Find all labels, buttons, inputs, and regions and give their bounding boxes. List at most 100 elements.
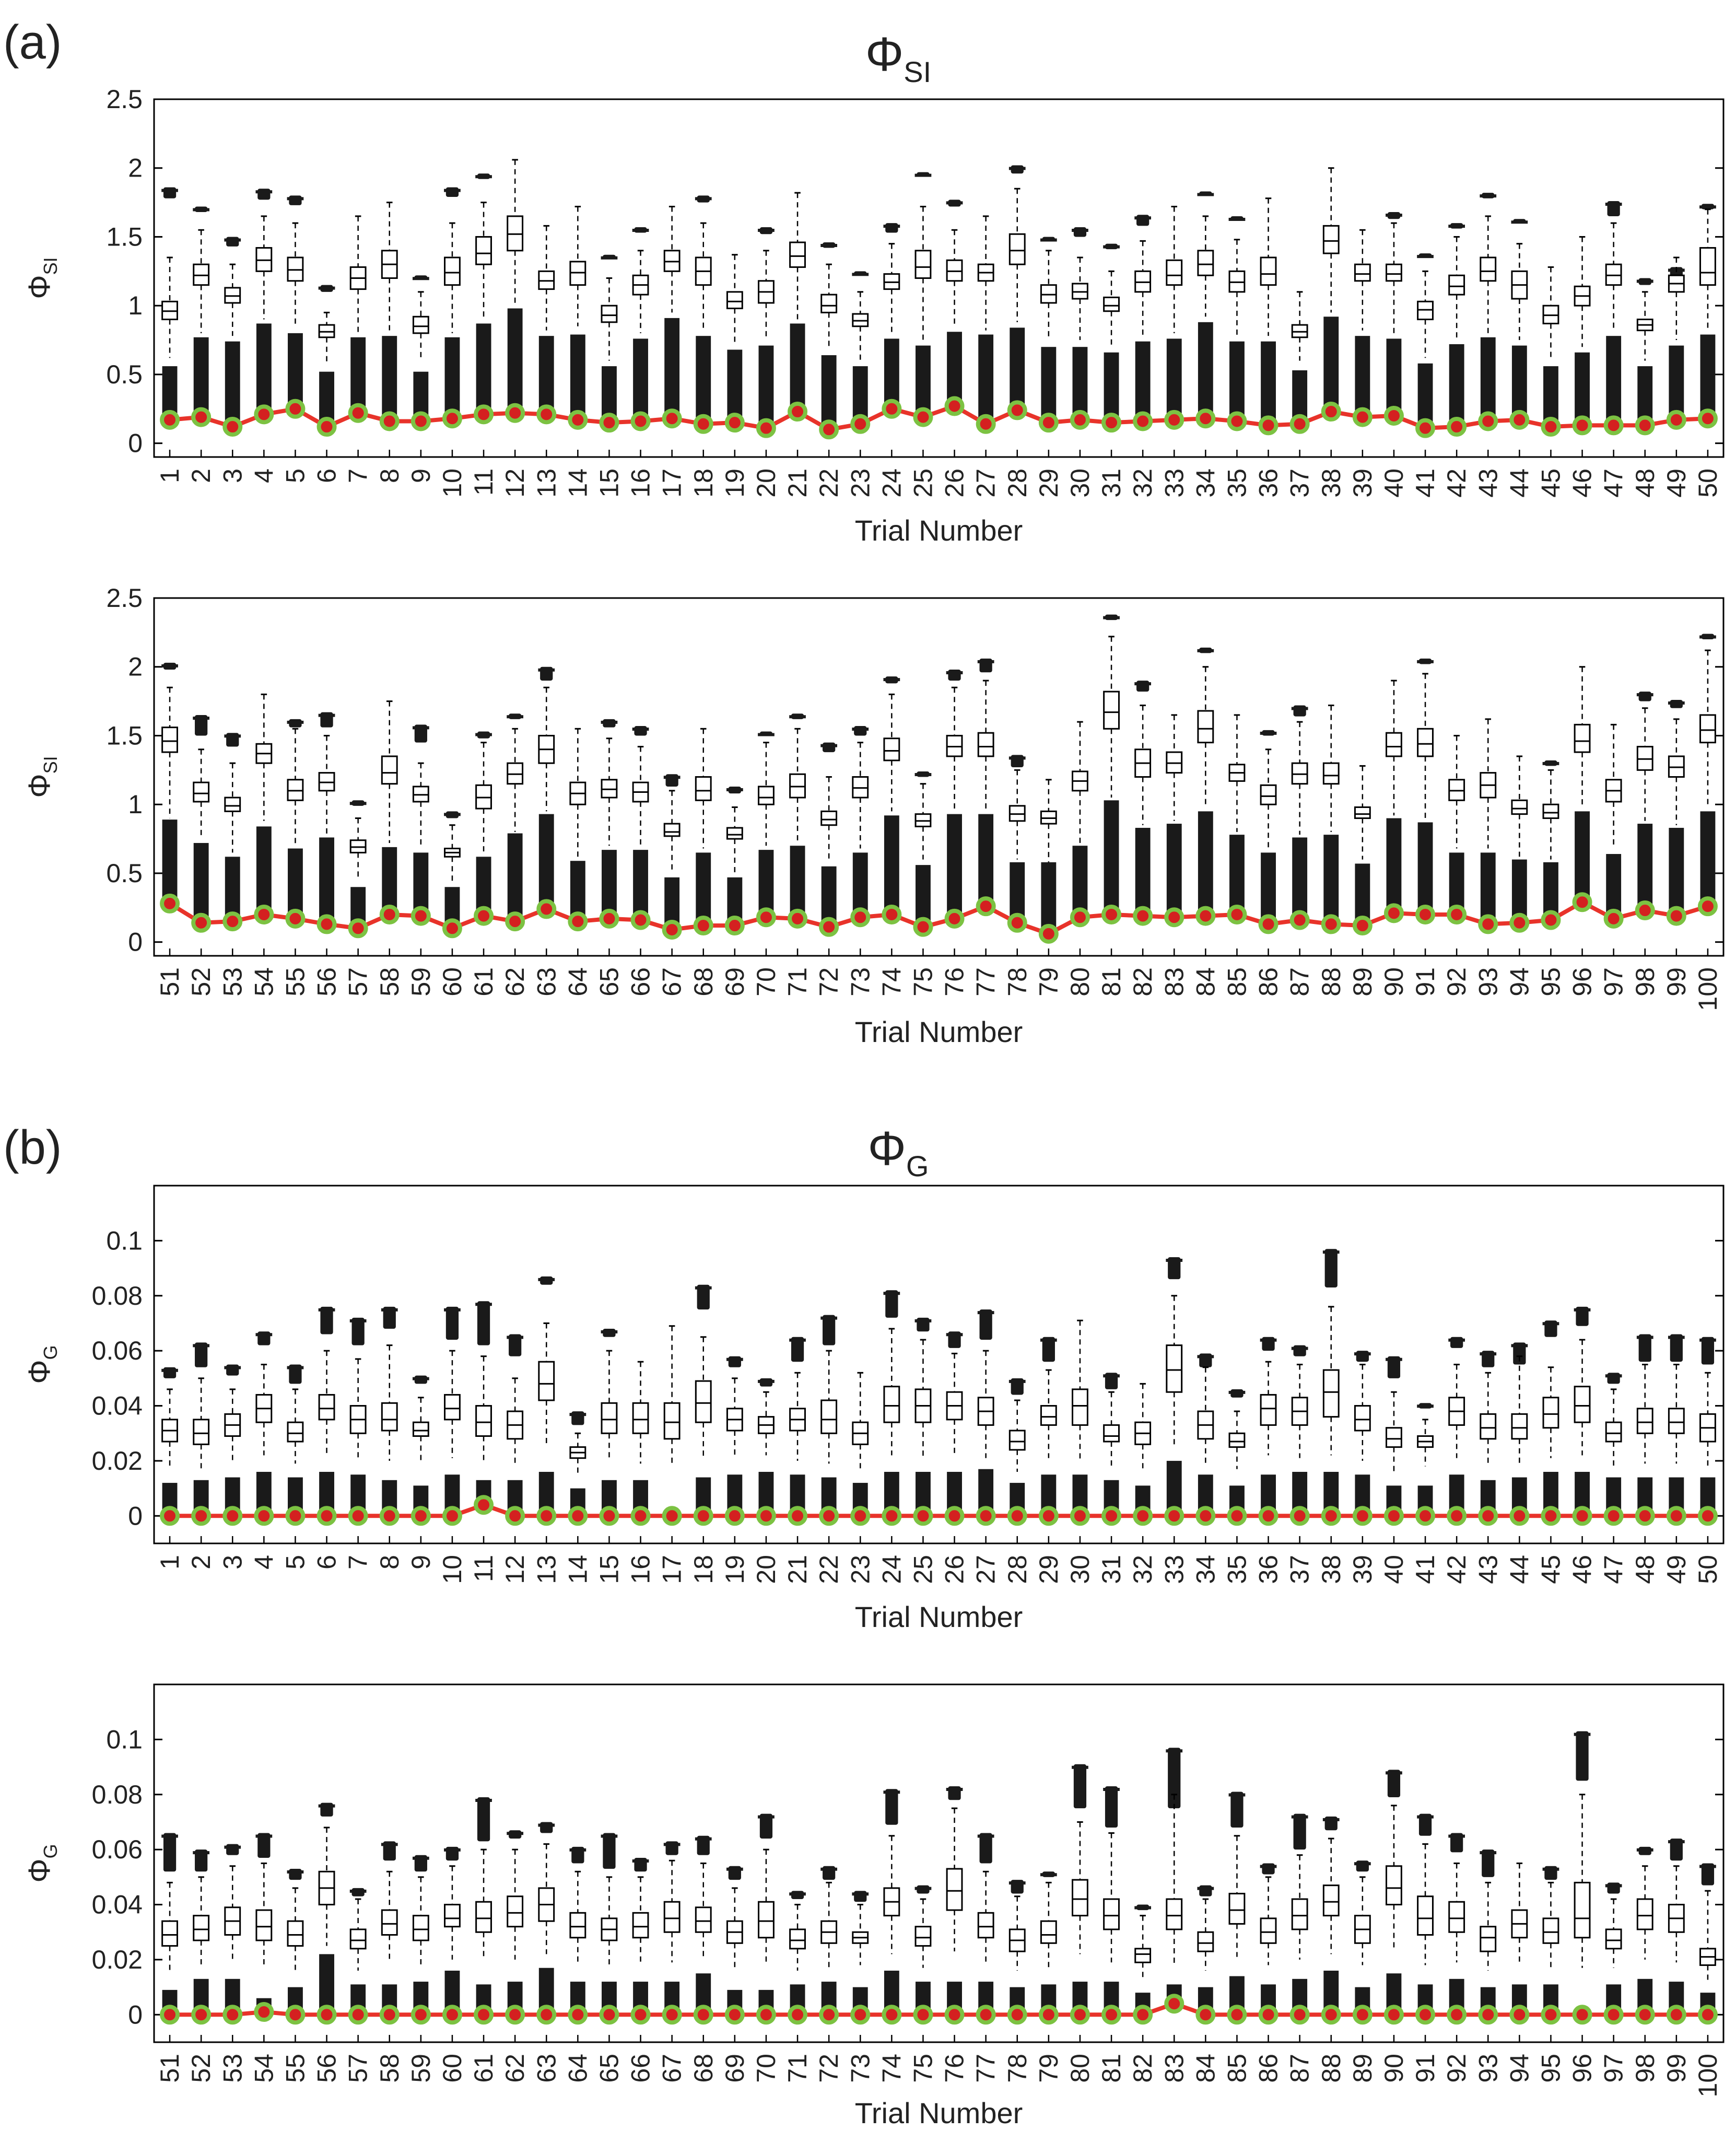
iqr-box bbox=[1166, 259, 1183, 286]
x-tick-label: 77 bbox=[971, 2054, 1001, 2083]
box-trial-21 bbox=[789, 192, 806, 412]
upper-outlier-band bbox=[1450, 1833, 1463, 1853]
box-trial-53 bbox=[224, 1844, 241, 2015]
min-marker-trial-82 bbox=[1133, 2005, 1153, 2025]
min-marker-trial-46 bbox=[1572, 415, 1592, 436]
x-tick-label: 84 bbox=[1191, 2054, 1220, 2083]
min-marker-trial-92 bbox=[1447, 904, 1467, 924]
box-trial-56 bbox=[318, 1802, 335, 2015]
min-marker-trial-24 bbox=[882, 399, 902, 419]
min-marker-trial-24 bbox=[882, 1506, 902, 1526]
lower-outlier-band bbox=[1355, 336, 1370, 417]
upper-outlier-band bbox=[195, 715, 208, 736]
lower-outlier-band bbox=[1323, 835, 1339, 924]
min-marker-trial-68 bbox=[693, 2005, 713, 2025]
min-marker-trial-68 bbox=[693, 916, 713, 936]
box-trial-72 bbox=[820, 742, 838, 927]
y-tick-label: 0.1 bbox=[106, 1226, 143, 1255]
lower-outlier-band bbox=[162, 819, 178, 904]
box-trial-5 bbox=[287, 1364, 304, 1516]
min-marker-trial-48 bbox=[1635, 1506, 1655, 1526]
min-marker-trial-47 bbox=[1603, 1506, 1624, 1526]
lower-outlier-band bbox=[288, 333, 303, 409]
min-marker-trial-38 bbox=[1321, 402, 1341, 422]
y-tick-label: 0 bbox=[128, 429, 143, 458]
box-trial-27 bbox=[977, 215, 994, 424]
upper-outlier-band bbox=[320, 1306, 333, 1334]
upper-outlier-band bbox=[226, 237, 239, 247]
min-marker-trial-94 bbox=[1509, 912, 1530, 933]
min-marker-trial-2 bbox=[191, 407, 212, 427]
box-trial-8 bbox=[381, 202, 398, 421]
box-trial-70 bbox=[758, 731, 775, 918]
box-trial-97 bbox=[1605, 723, 1622, 919]
box-trial-89 bbox=[1354, 1860, 1371, 2015]
upper-outlier-band bbox=[257, 1833, 271, 1858]
box-trial-56 bbox=[318, 712, 335, 924]
x-tick-label: 18 bbox=[689, 469, 718, 498]
x-tick-label: 56 bbox=[312, 967, 342, 997]
box-trial-95 bbox=[1542, 760, 1559, 920]
min-marker-trial-65 bbox=[599, 2005, 619, 2025]
iqr-box bbox=[946, 1868, 963, 1911]
x-tick-label: 59 bbox=[406, 967, 436, 997]
lower-outlier-band bbox=[1166, 824, 1182, 918]
x-tick-label: 25 bbox=[908, 469, 937, 498]
lower-outlier-band bbox=[538, 336, 554, 415]
box-trial-10 bbox=[444, 1306, 461, 1516]
x-tick-label: 33 bbox=[1159, 1555, 1189, 1584]
min-marker-trial-67 bbox=[662, 919, 682, 940]
min-marker-trial-17 bbox=[662, 408, 682, 429]
box-trial-29 bbox=[1040, 1337, 1057, 1516]
min-marker-trial-15 bbox=[599, 413, 619, 433]
x-tick-label: 67 bbox=[658, 2054, 687, 2083]
min-marker-trial-100 bbox=[1697, 2005, 1718, 2025]
min-marker-trial-71 bbox=[788, 2005, 808, 2025]
min-marker-trial-18 bbox=[693, 1506, 713, 1526]
box-trial-46 bbox=[1574, 236, 1591, 426]
box-trial-14 bbox=[569, 1411, 587, 1516]
iqr-box bbox=[758, 1901, 775, 1939]
x-tick-label: 32 bbox=[1128, 469, 1157, 498]
iqr-box bbox=[475, 236, 492, 265]
axes-frame bbox=[153, 1683, 1725, 2043]
iqr-box bbox=[444, 256, 461, 286]
lower-outlier-band bbox=[1575, 352, 1590, 426]
upper-outlier-band bbox=[1387, 1770, 1401, 1798]
min-marker-trial-91 bbox=[1415, 904, 1436, 924]
lower-outlier-band bbox=[413, 852, 429, 916]
box-trial-27 bbox=[977, 1309, 994, 1516]
x-tick-label: 74 bbox=[877, 2054, 906, 2083]
iqr-box bbox=[695, 1906, 712, 1933]
x-tick-label: 72 bbox=[814, 2054, 843, 2083]
lower-outlier-band bbox=[758, 345, 774, 428]
min-marker-trial-19 bbox=[724, 1506, 745, 1526]
x-tick-label: 76 bbox=[940, 2054, 969, 2083]
lower-outlier-band bbox=[319, 837, 334, 924]
panel-b-label: (b) bbox=[3, 1121, 62, 1174]
lower-outlier-band bbox=[1355, 863, 1370, 926]
min-marker-trial-20 bbox=[756, 418, 776, 438]
x-tick-label: 18 bbox=[689, 1555, 718, 1584]
x-tick-label: 44 bbox=[1505, 1555, 1534, 1584]
box-trial-12 bbox=[507, 159, 524, 413]
x-tick-label: 54 bbox=[249, 967, 278, 997]
min-marker-trial-16 bbox=[630, 411, 651, 431]
x-axis-label: Trial Number bbox=[855, 1600, 1023, 1633]
x-tick-label: 94 bbox=[1505, 2054, 1534, 2083]
x-tick-label: 69 bbox=[720, 967, 749, 997]
min-marker-trial-74 bbox=[882, 904, 902, 924]
min-marker-trial-77 bbox=[976, 2005, 996, 2025]
min-marker-trial-45 bbox=[1541, 1506, 1561, 1526]
x-axis-label: Trial Number bbox=[855, 514, 1023, 547]
box-trial-73 bbox=[852, 1891, 869, 2015]
iqr-box bbox=[1040, 1920, 1057, 1944]
min-marker-trial-6 bbox=[316, 1506, 337, 1526]
min-marker-trial-75 bbox=[913, 917, 933, 937]
iqr-box bbox=[789, 1928, 806, 1950]
iqr-box bbox=[883, 737, 900, 762]
box-trial-95 bbox=[1542, 1866, 1559, 2015]
min-marker-trial-46 bbox=[1572, 1506, 1592, 1526]
